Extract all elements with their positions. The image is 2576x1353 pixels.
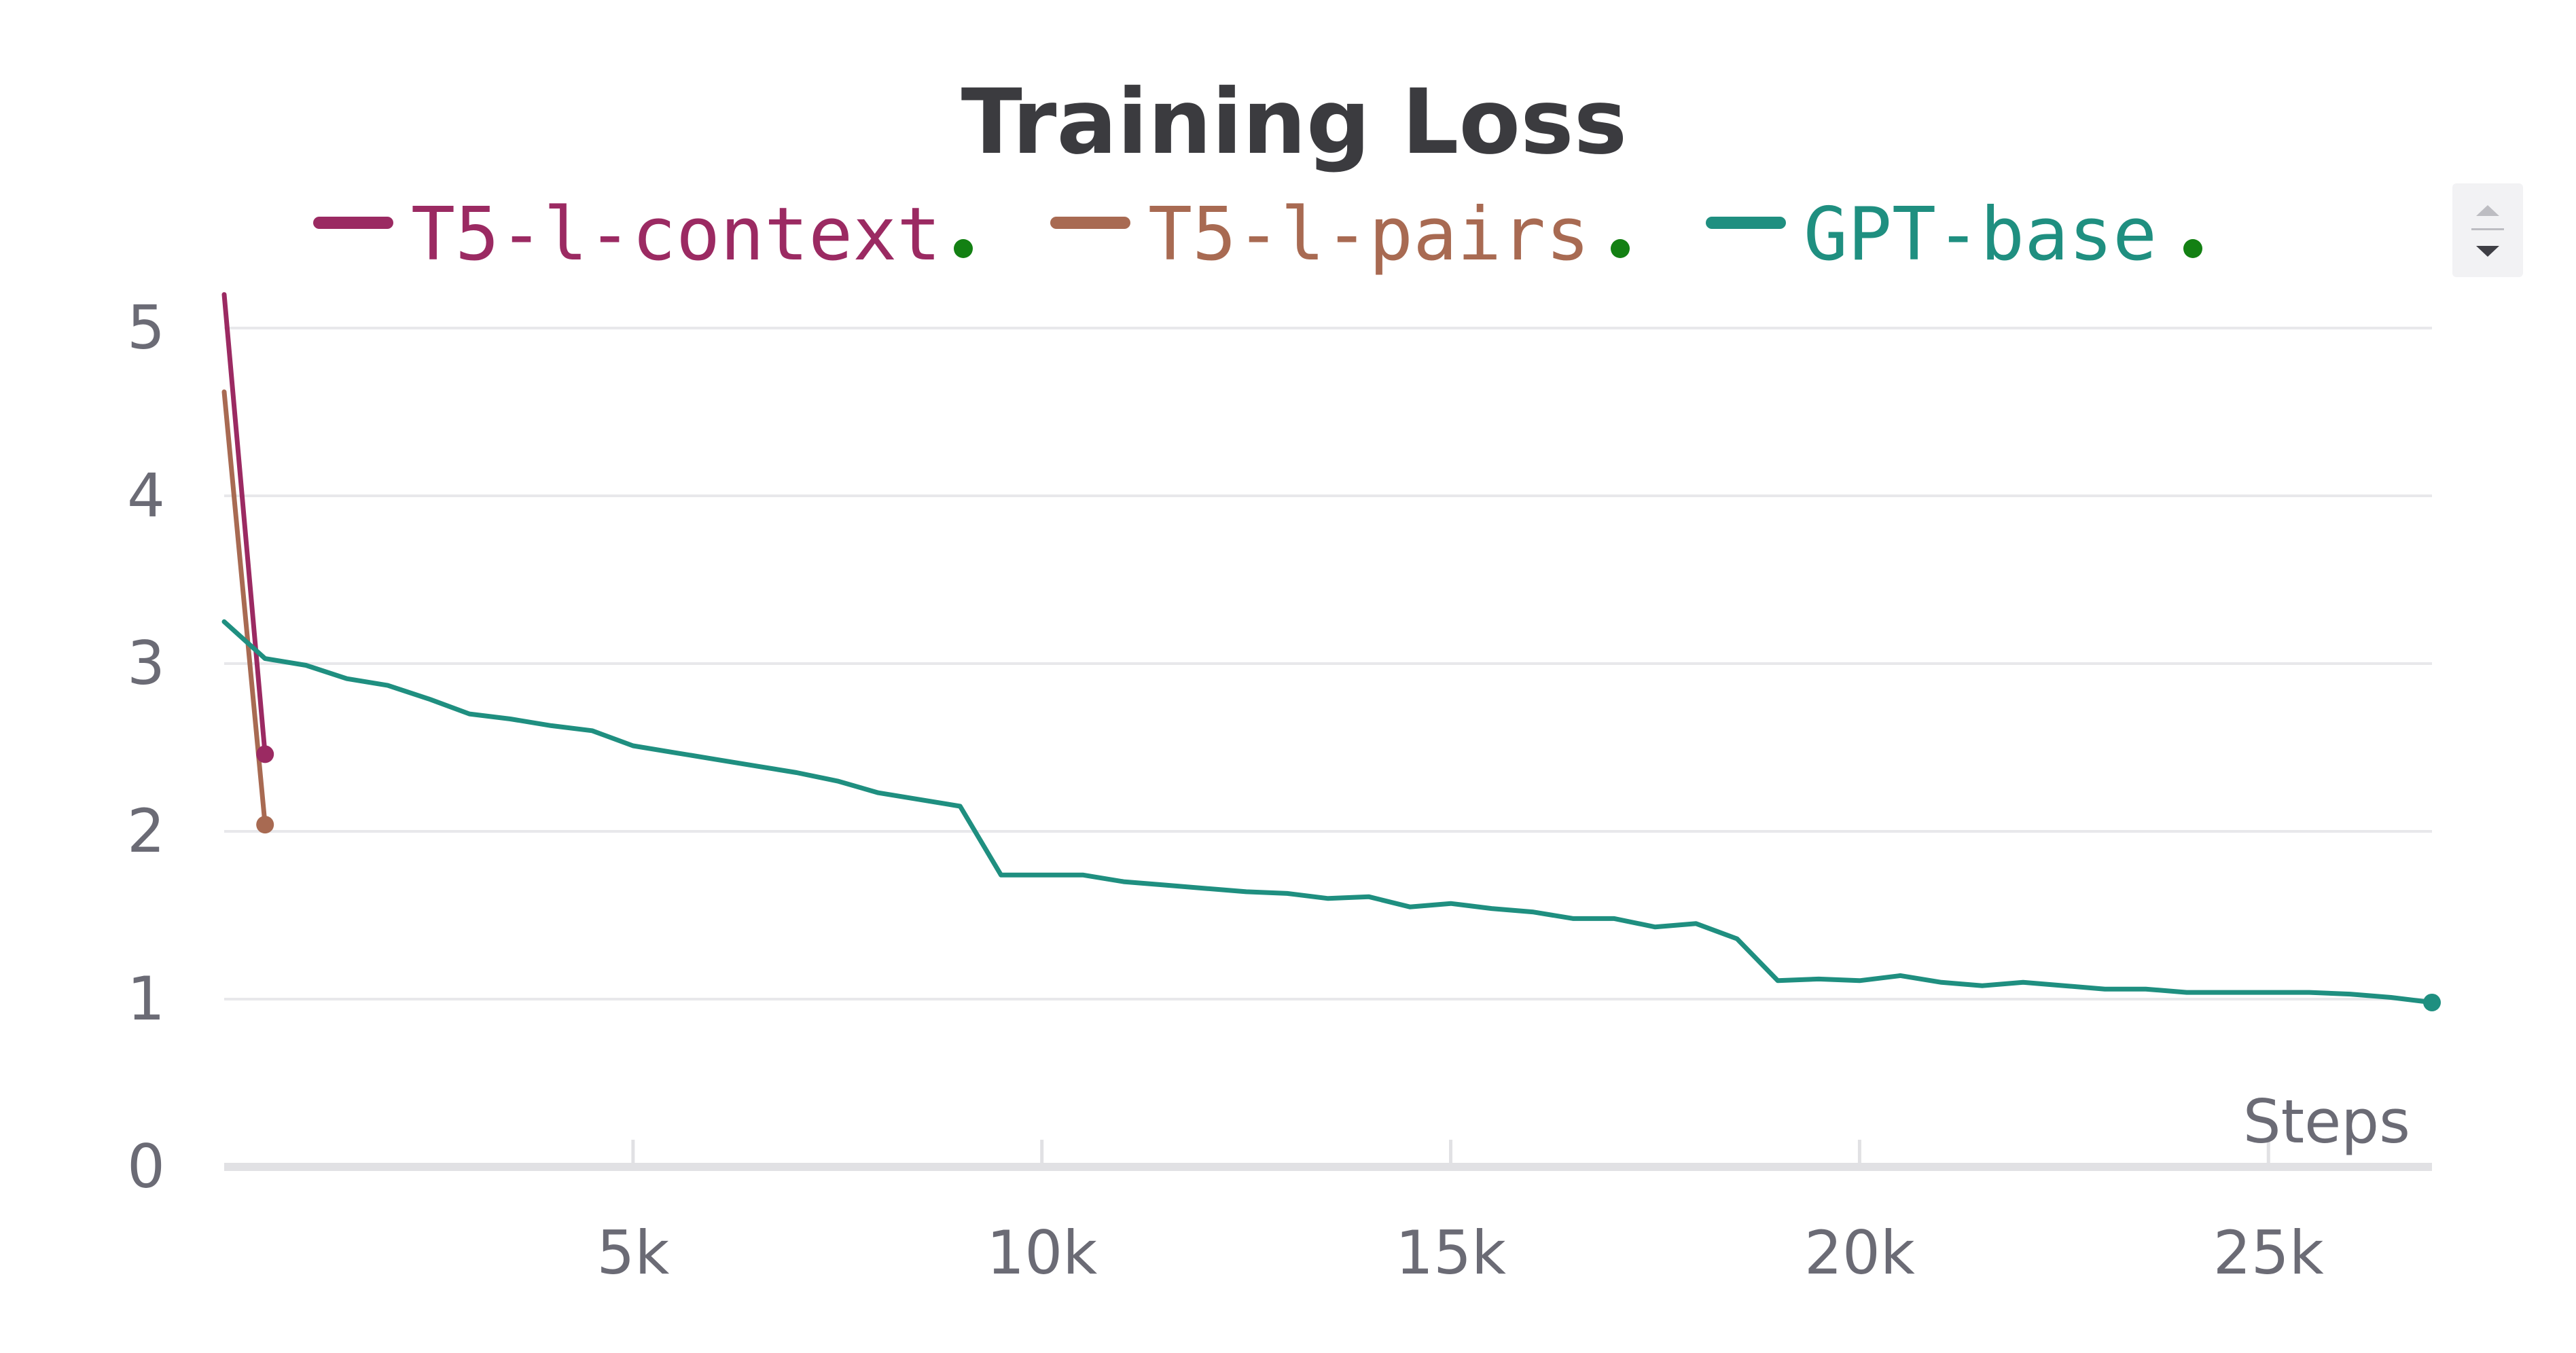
triangle-up-icon[interactable] xyxy=(2476,205,2499,216)
series-line-GPT-base xyxy=(221,619,2435,1005)
legend-label-T5-l-context: T5-l-context xyxy=(411,192,941,277)
x-tick-label-0: 5k xyxy=(596,1218,669,1288)
legend-scroll-control[interactable] xyxy=(2452,183,2523,277)
legend-label-T5-l-pairs: T5-l-pairs xyxy=(1148,192,1590,277)
x-tick-label-1: 10k xyxy=(986,1218,1097,1288)
y-tick-label-3: 3 xyxy=(127,628,165,698)
y-tick-label-5: 5 xyxy=(127,293,165,363)
end-markers xyxy=(256,745,2441,1011)
axes: 0 1 2 3 4 5 5k 10k 15k 20k 25k xyxy=(127,293,2432,1288)
x-axis-title: Steps xyxy=(2243,1087,2410,1157)
x-tick-label-3: 20k xyxy=(1804,1218,1915,1288)
series-line-T5-l-context xyxy=(221,292,268,757)
legend-label-GPT-base: GPT-base xyxy=(1804,192,2157,277)
series-end-point-T5-l-pairs xyxy=(256,816,274,834)
series-lines xyxy=(221,292,2435,1005)
series-end-point-T5-l-context xyxy=(256,745,274,763)
y-tick-label-1: 1 xyxy=(127,964,165,1034)
series-end-point-GPT-base xyxy=(2423,993,2441,1011)
y-tick-label-4: 4 xyxy=(127,461,165,530)
legend: T5-l-context T5-l-pairs GPT-base xyxy=(313,192,2202,277)
grid xyxy=(224,327,2432,1000)
chart-title: Training Loss xyxy=(961,70,1628,175)
x-tick-label-4: 25k xyxy=(2213,1218,2324,1288)
legend-visibility-dot-T5-l-pairs[interactable] xyxy=(1611,239,1630,258)
legend-visibility-dot-GPT-base[interactable] xyxy=(2183,239,2202,258)
y-tick-label-2: 2 xyxy=(127,796,165,866)
y-tick-label-0: 0 xyxy=(127,1132,165,1202)
triangle-down-icon[interactable] xyxy=(2476,246,2499,257)
x-tick-label-2: 15k xyxy=(1395,1218,1506,1288)
legend-visibility-dot-T5-l-context[interactable] xyxy=(954,239,973,258)
scroll-divider xyxy=(2471,228,2504,230)
